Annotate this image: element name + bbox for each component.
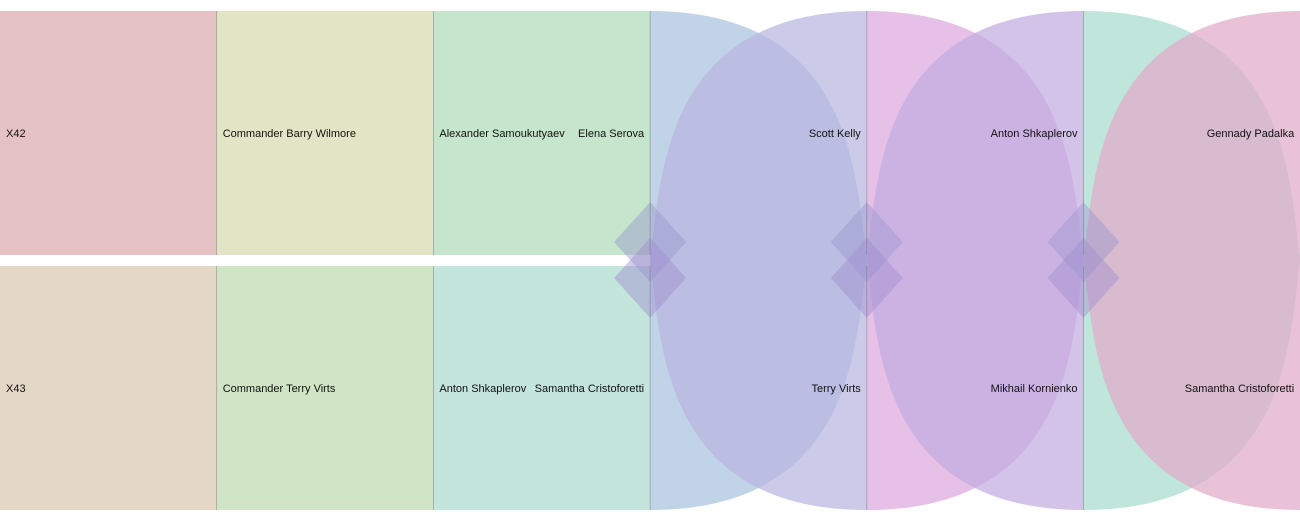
label-top-left-1: Commander Barry Wilmore xyxy=(223,128,356,140)
label-top-right-3: Scott Kelly xyxy=(809,128,861,140)
cell-top-0 xyxy=(0,11,217,255)
cell-bottom-0 xyxy=(0,266,217,510)
label-bottom-right-4: Mikhail Kornienko xyxy=(991,383,1078,395)
label-bottom-right-3: Terry Virts xyxy=(811,383,861,395)
label-bottom-right-2: Samantha Cristoforetti xyxy=(535,383,644,395)
label-bottom-left-2: Anton Shkaplerov xyxy=(439,383,526,395)
label-bottom-left-0: X43 xyxy=(6,383,26,395)
label-top-right-4: Anton Shkaplerov xyxy=(991,128,1078,140)
cell-bottom-1 xyxy=(216,266,434,510)
cell-top-1 xyxy=(216,11,434,255)
cell-top-2 xyxy=(433,11,651,255)
label-top-right-2: Elena Serova xyxy=(578,128,645,140)
label-bottom-right-5: Samantha Cristoforetti xyxy=(1185,383,1294,395)
label-bottom-left-1: Commander Terry Virts xyxy=(223,383,336,395)
lens-shape-b-4 xyxy=(866,11,1084,510)
label-top-left-0: X42 xyxy=(6,128,26,140)
label-top-right-5: Gennady Padalka xyxy=(1207,128,1295,140)
cell-bottom-2 xyxy=(433,266,651,510)
lens-shape-b-3 xyxy=(650,11,867,510)
lens-shape-b-5 xyxy=(1083,11,1300,510)
label-top-left-2: Alexander Samoukutyaev xyxy=(439,128,565,140)
